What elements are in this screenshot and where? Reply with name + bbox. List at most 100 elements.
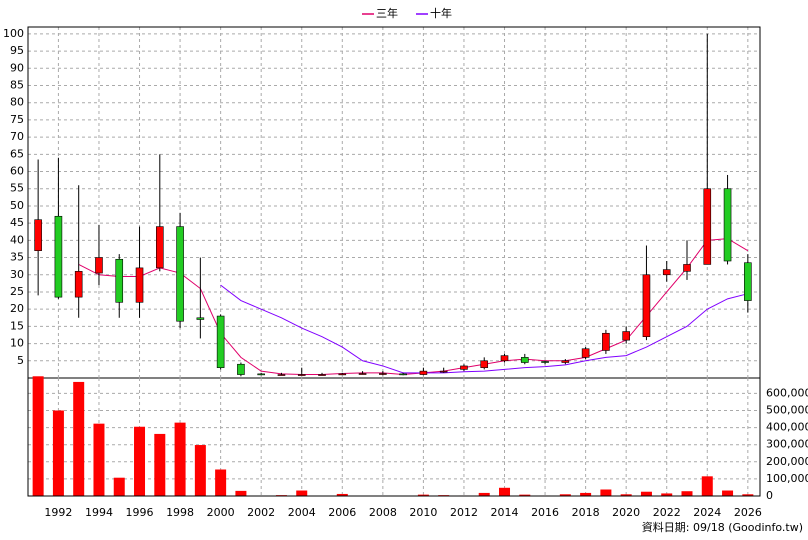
y-tick-label: 100 xyxy=(3,27,24,40)
y-tick-label: 45 xyxy=(10,216,24,229)
volume-bar xyxy=(32,376,44,496)
candle-body xyxy=(257,373,265,376)
x-tick-label: 2002 xyxy=(247,506,275,519)
volume-bar xyxy=(559,494,571,496)
volume-bar xyxy=(499,487,511,496)
candle-body xyxy=(135,267,144,303)
candle-body xyxy=(34,219,42,251)
candle-body xyxy=(54,215,63,298)
volume-bar xyxy=(640,491,652,496)
y-tick-label: 95 xyxy=(10,44,24,57)
x-tick-label: 2018 xyxy=(572,506,600,519)
x-tick-label: 2006 xyxy=(328,506,356,519)
volume-bar xyxy=(154,433,166,496)
candle-body xyxy=(723,188,732,262)
candle-body xyxy=(115,258,124,303)
candle-body xyxy=(622,331,630,341)
y-tick-label: 10 xyxy=(10,337,24,350)
candle-body xyxy=(419,370,428,375)
volume-bar xyxy=(113,477,125,496)
volume-bar xyxy=(194,445,206,496)
x-tick-label: 2008 xyxy=(369,506,397,519)
y-tick-label: 30 xyxy=(10,268,24,281)
candle-body xyxy=(156,226,164,269)
x-tick-label: 2016 xyxy=(531,506,559,519)
volume-bar xyxy=(519,494,531,496)
candle-body xyxy=(237,363,245,375)
volume-bar xyxy=(174,422,186,496)
y-tick-label: 35 xyxy=(10,251,24,264)
x-tick-label: 1992 xyxy=(44,506,72,519)
legend-label: 十年 xyxy=(430,6,452,20)
candle-body xyxy=(95,257,103,274)
y-tick-label: 75 xyxy=(10,113,24,126)
x-tick-label: 2026 xyxy=(734,506,762,519)
candle-body xyxy=(520,357,529,363)
y-tick-label: 40 xyxy=(10,233,24,246)
volume-bar xyxy=(215,469,227,496)
x-tick-label: 2004 xyxy=(288,506,316,519)
x-tick-label: 1996 xyxy=(126,506,154,519)
candle-body xyxy=(500,355,509,362)
candle-body xyxy=(480,360,489,368)
volume-bar xyxy=(336,493,348,496)
plot-frame xyxy=(27,26,761,497)
volume-bar xyxy=(722,490,734,496)
candle-body xyxy=(277,374,286,376)
volume-bar xyxy=(580,492,592,496)
x-tick-label: 1998 xyxy=(166,506,194,519)
candle-body xyxy=(744,262,752,301)
candle-body xyxy=(74,271,83,298)
y-tick-label: 5 xyxy=(17,354,24,367)
y-tick-label: 600,000 xyxy=(766,386,808,399)
volume-bar xyxy=(417,494,429,496)
y-tick-label: 55 xyxy=(10,182,24,195)
y-tick-label: 80 xyxy=(10,96,24,109)
y-tick-label: 500,000 xyxy=(766,403,808,416)
candle-body xyxy=(439,370,448,373)
x-tick-label: 2020 xyxy=(612,506,640,519)
volume-bar xyxy=(620,494,632,496)
y-tick-label: 200,000 xyxy=(766,455,808,468)
y-tick-label: 300,000 xyxy=(766,438,808,451)
x-tick-label: 1994 xyxy=(85,506,113,519)
volume-bar xyxy=(600,489,612,496)
candle-body xyxy=(196,317,205,320)
y-tick-label: 90 xyxy=(10,61,24,74)
volume-bar xyxy=(478,492,490,496)
x-tick-label: 2024 xyxy=(693,506,721,519)
y-tick-label: 15 xyxy=(10,319,24,332)
candle-body xyxy=(561,360,570,363)
moving-average-line xyxy=(220,284,748,374)
x-tick-label: 2014 xyxy=(491,506,519,519)
source-note: 資料日期: 09/18 (Goodinfo.tw) xyxy=(642,520,803,534)
y-tick-label: 25 xyxy=(10,285,24,298)
candle-body xyxy=(379,373,387,375)
volume-bar xyxy=(52,410,64,496)
legend-label: 三年 xyxy=(376,6,398,20)
candle-body xyxy=(399,373,407,376)
candle-body xyxy=(297,374,306,376)
moving-average-line xyxy=(78,238,749,376)
volume-bar xyxy=(235,490,247,496)
candle-body xyxy=(703,188,712,265)
candle-body xyxy=(460,365,468,370)
y-tick-label: 50 xyxy=(10,199,24,212)
y-tick-label: 70 xyxy=(10,130,24,143)
volume-bar xyxy=(701,476,713,496)
candle-body xyxy=(318,374,326,376)
volume-bar xyxy=(296,490,308,496)
candle-body xyxy=(642,274,651,338)
y-tick-label: 100,000 xyxy=(766,472,808,485)
candle-body xyxy=(358,373,367,375)
y-tick-label: 65 xyxy=(10,147,24,160)
volume-bar xyxy=(73,381,85,496)
volume-bar xyxy=(93,423,105,496)
candle-body xyxy=(176,226,184,322)
y-tick-label: 20 xyxy=(10,302,24,315)
candle-body xyxy=(541,361,549,363)
volume-bar xyxy=(681,491,693,496)
y-tick-label: 400,000 xyxy=(766,421,808,434)
volume-bar xyxy=(661,493,673,496)
candle-body xyxy=(602,332,610,351)
